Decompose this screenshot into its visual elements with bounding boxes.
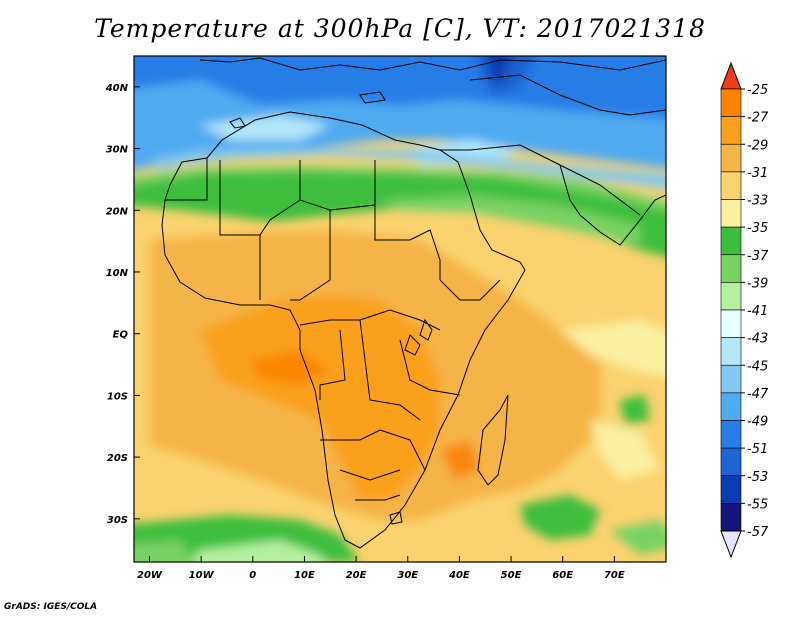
colorbar-level-label: -57 — [747, 525, 769, 540]
colorbar-top-arrow — [720, 61, 742, 90]
colorbar-level-label: -25 — [747, 83, 768, 98]
colorbar-swatch — [720, 420, 742, 449]
colorbar-level-label: -53 — [747, 470, 768, 485]
colorbar-bottom-arrow — [720, 530, 742, 559]
lat-tick-label: 20N — [106, 206, 129, 217]
colorbar-level-label: -39 — [747, 276, 768, 291]
lon-tick-label: 0 — [249, 570, 256, 581]
lat-tick-label: 20S — [107, 453, 128, 464]
colorbar-swatch — [720, 171, 742, 200]
colorbar-swatch — [720, 116, 742, 145]
temperature-field — [134, 56, 666, 562]
colorbar-swatch — [720, 447, 742, 477]
lon-tick-label: 10E — [294, 570, 315, 581]
colorbar-level-label: -31 — [747, 166, 768, 181]
colorbar-swatch — [720, 226, 742, 256]
colorbar-level-label: -45 — [747, 359, 768, 374]
colorbar-level-label: -35 — [747, 221, 768, 236]
colorbar-level-label: -37 — [747, 249, 769, 264]
colorbar-swatch — [720, 392, 742, 421]
axis-ticks: 40N 30N 20N 10N EQ 10S 20S 30S 20W 10W 0 10E 20E 30E 4… — [105, 83, 625, 581]
colorbar-swatch — [720, 475, 742, 504]
colorbar-level-label: -27 — [747, 111, 769, 126]
lat-tick-label: 40N — [105, 83, 129, 94]
lon-tick-label: 70E — [604, 570, 625, 581]
lon-tick-label: 20W — [137, 570, 163, 581]
colorbar-level-label: -29 — [747, 138, 768, 153]
colorbar-swatch — [720, 254, 742, 283]
lat-tick-label: 10S — [107, 391, 128, 402]
colorbar-swatch — [720, 282, 742, 311]
colorbar-level-label: -41 — [747, 304, 768, 319]
colorbar-swatch — [720, 143, 742, 173]
lat-tick-label: 10N — [106, 268, 129, 279]
colorbar-swatch — [720, 309, 742, 338]
colorbar-swatch — [720, 364, 742, 394]
colorbar-swatch — [720, 503, 742, 532]
lon-tick-label: 50E — [501, 570, 522, 581]
lat-tick-label: 30N — [106, 145, 129, 156]
colorbar-level-label: -51 — [747, 442, 768, 457]
lon-tick-label: 10W — [189, 570, 215, 581]
lon-tick-label: 40E — [448, 570, 470, 581]
colorbar-level-label: -49 — [747, 415, 768, 430]
lon-tick-label: 30E — [397, 570, 418, 581]
lat-tick-label: EQ — [113, 330, 129, 341]
lat-tick-label: 30S — [107, 515, 128, 526]
lon-tick-label: 60E — [552, 570, 573, 581]
colorbar-swatch — [720, 88, 742, 117]
colorbar-level-label: -33 — [747, 194, 768, 209]
colorbar: -25 -27 -29 -31 -33 -35 -37 -39 -41 -43 -45 -47 -49 -… — [720, 61, 769, 559]
plot-frame — [133, 55, 667, 563]
coastline-borders — [161, 57, 666, 549]
map-title: Temperature at 300hPa [C], VT: 201702131… — [94, 14, 706, 43]
colorbar-level-label: -55 — [747, 497, 768, 512]
grads-credit: GrADS: IGES/COLA — [4, 602, 98, 612]
colorbar-level-label: -43 — [747, 332, 768, 347]
colorbar-swatch — [720, 199, 742, 228]
lon-tick-label: 20E — [346, 570, 367, 581]
colorbar-swatch — [720, 337, 742, 366]
colorbar-level-label: -47 — [747, 387, 769, 402]
